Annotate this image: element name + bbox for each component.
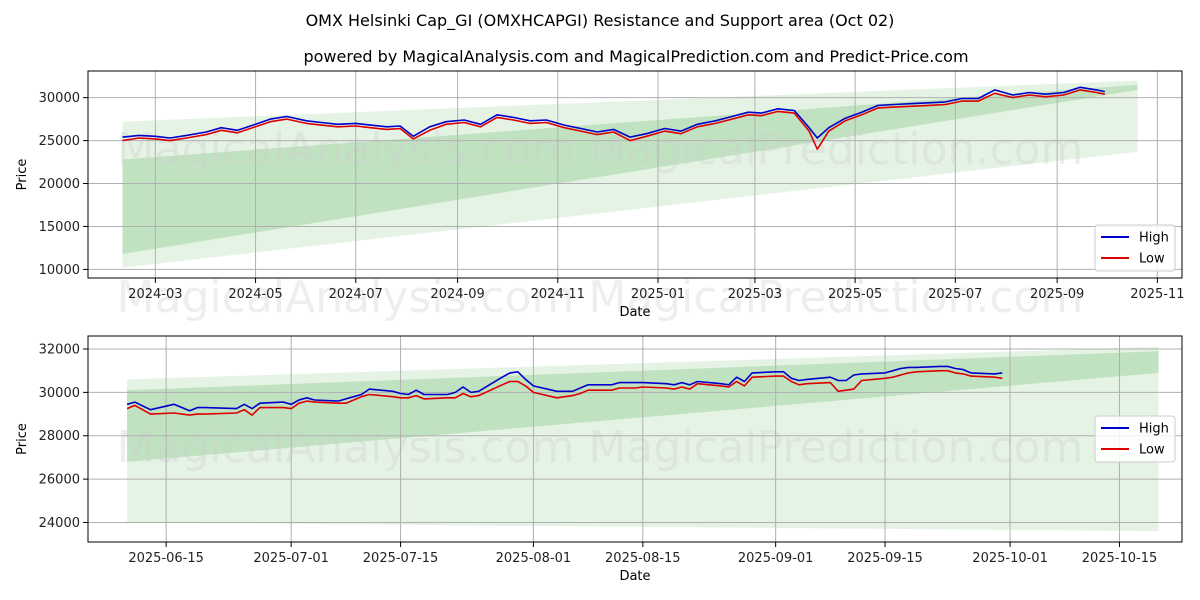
y-axis-label: Price [15,423,30,455]
x-tick-label: 2025-09 [1030,287,1084,302]
x-tick-label: 2025-09-01 [738,551,814,566]
series-line-high [122,86,1105,139]
bottom-chart-panel: MagicalAnalysis.com MagicalPrediction.co… [15,335,1183,584]
y-tick-label: 28000 [39,429,80,444]
x-tick-label: 2025-03 [728,287,782,302]
x-tick-label: 2025-06-15 [128,551,204,566]
watermark: MagicalAnalysis.com MagicalPrediction.co… [117,272,1084,323]
x-tick-label: 2025-01 [631,287,685,302]
x-tick-label: 2024-05 [228,287,282,302]
x-tick-label: 2025-08-15 [605,551,681,566]
x-tick-label: 2025-07 [928,287,982,302]
series-line-low [122,89,1105,150]
chart-title: OMX Helsinki Cap_GI (OMXHCAPGI) Resistan… [306,11,895,31]
series-line-low [126,369,1003,416]
x-tick-label: 2024-07 [329,287,383,302]
watermark: MagicalAnalysis.com MagicalPrediction.co… [117,422,1084,473]
x-tick-label: 2025-10-01 [972,551,1048,566]
y-tick-label: 15000 [39,220,80,235]
x-axis-label: Date [619,305,650,320]
y-tick-label: 32000 [39,343,80,358]
legend-label-low: Low [1139,252,1165,267]
support-resistance-band-1 [122,84,1138,254]
x-tick-label: 2025-07-01 [253,551,329,566]
legend: High Low [1094,224,1176,272]
x-tick-label: 2025-07-15 [363,551,439,566]
x-tick-label: 2025-08-01 [496,551,572,566]
y-tick-label: 25000 [39,134,80,149]
x-tick-label: 2024-09 [430,287,484,302]
y-tick-label: 30000 [39,91,80,106]
y-tick-label: 26000 [39,473,80,488]
top-chart-panel: MagicalAnalysis.com MagicalPrediction.co… [15,70,1185,323]
support-resistance-band-0 [122,80,1138,268]
series-line-high [126,365,1003,412]
legend-label-high: High [1139,231,1169,246]
legend-label-low: Low [1139,443,1165,458]
y-tick-label: 20000 [39,177,80,192]
x-tick-label: 2025-05 [828,287,882,302]
chart-subtitle: powered by MagicalAnalysis.com and Magic… [303,47,968,66]
x-tick-label: 2024-11 [531,287,585,302]
plot-frame [87,335,1183,543]
legend: High Low [1094,415,1176,463]
y-axis-label: Price [15,159,30,191]
x-tick-label: 2025-10-15 [1082,551,1158,566]
x-tick-label: 2025-09-15 [847,551,923,566]
y-tick-label: 30000 [39,386,80,401]
x-tick-label: 2024-03 [128,287,182,302]
y-tick-label: 10000 [39,263,80,278]
y-tick-label: 24000 [39,516,80,531]
legend-label-high: High [1139,422,1169,437]
x-tick-label: 2025-11 [1130,287,1184,302]
plot-frame [87,70,1183,279]
watermark: MagicalAnalysis.com MagicalPrediction.co… [117,124,1084,175]
x-axis-label: Date [619,569,650,584]
